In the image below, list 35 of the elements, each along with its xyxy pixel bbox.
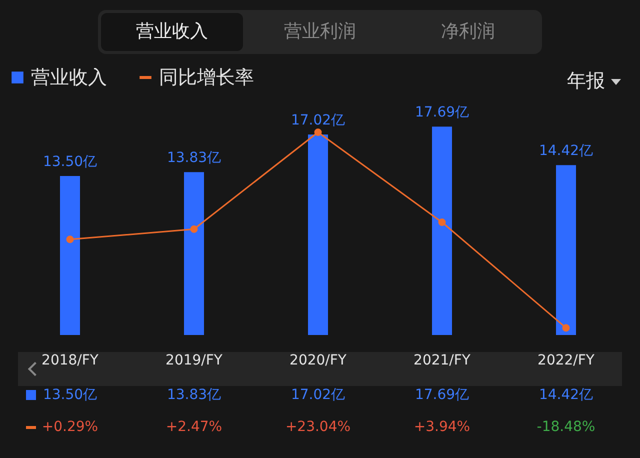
point bbox=[66, 236, 74, 244]
data-label: +23.04% bbox=[285, 419, 351, 435]
point bbox=[438, 218, 446, 226]
text: 17.69亿 bbox=[414, 104, 470, 121]
x-tick-label: 2022/FY bbox=[538, 352, 595, 368]
point bbox=[314, 128, 322, 136]
point bbox=[562, 324, 570, 332]
data-label: 17.02亿 bbox=[290, 387, 346, 403]
bar bbox=[308, 134, 328, 335]
x-tick-label: 2021/FY bbox=[414, 352, 471, 368]
data-label: -18.48% bbox=[536, 419, 596, 435]
text: 年报 bbox=[567, 70, 605, 92]
text: 营业收入 bbox=[101, 13, 243, 51]
legend-label: 营业收入 bbox=[31, 66, 107, 88]
bar bbox=[184, 172, 204, 335]
text: 营业利润 bbox=[283, 20, 357, 44]
data-label: 13.83亿 bbox=[166, 387, 222, 403]
text: 13.50亿 bbox=[42, 154, 98, 170]
text: 14.42亿 bbox=[538, 143, 594, 160]
bar bbox=[556, 165, 576, 335]
text: 净利润 bbox=[440, 20, 496, 44]
data-label: +3.94% bbox=[414, 419, 470, 435]
data-label: 17.69亿 bbox=[414, 387, 470, 403]
x-tick-label: 2020/FY bbox=[290, 352, 347, 368]
data-label: 13.50亿 bbox=[42, 387, 98, 403]
data-label: +0.29% bbox=[42, 419, 98, 435]
point bbox=[190, 225, 198, 233]
data-label: 14.42亿 bbox=[538, 387, 594, 403]
bar bbox=[432, 126, 452, 335]
text: 17.02亿 bbox=[290, 112, 346, 129]
text: 13.83亿 bbox=[166, 150, 222, 166]
x-tick-label: 2019/FY bbox=[166, 352, 223, 368]
data-label: +2.47% bbox=[166, 419, 222, 435]
x-tick-label: 2018/FY bbox=[42, 352, 99, 368]
bar bbox=[60, 176, 80, 335]
